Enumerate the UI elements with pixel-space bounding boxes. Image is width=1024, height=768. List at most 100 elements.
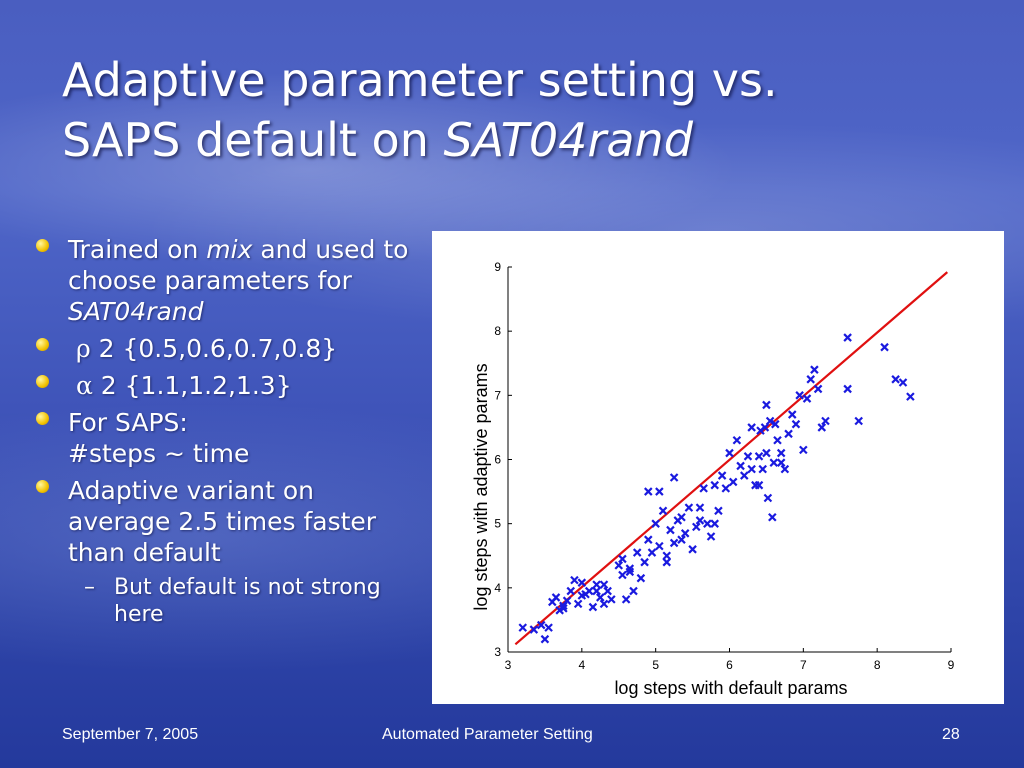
data-point-stroke bbox=[540, 634, 550, 644]
data-point bbox=[570, 575, 579, 585]
data-point-stroke bbox=[728, 477, 738, 487]
title-line-2: SAPS default on SAT04rand bbox=[62, 110, 962, 170]
data-point-stroke bbox=[599, 599, 609, 609]
bullet-item: Adaptive variant on average 2.5 times fa… bbox=[30, 475, 410, 568]
data-point bbox=[559, 604, 568, 613]
data-point-stroke bbox=[662, 551, 672, 561]
data-point-stroke bbox=[644, 535, 653, 544]
data-point bbox=[780, 464, 790, 474]
data-point-stroke bbox=[762, 400, 771, 410]
chart-panel: 3 4 5 6 7 8 9 3 4 5 6 7 8 9 log steps with default pa… bbox=[432, 231, 1004, 704]
data-point bbox=[770, 419, 780, 429]
data-point-stroke bbox=[618, 554, 627, 564]
data-point bbox=[714, 506, 723, 516]
bullet-1-text-b: mix bbox=[206, 235, 253, 264]
bullet-item: For SAPS: #steps ~ time bbox=[30, 407, 410, 469]
data-point bbox=[614, 561, 624, 570]
data-point-stroke bbox=[710, 480, 720, 490]
x-tick-label: 8 bbox=[874, 658, 881, 672]
data-point bbox=[518, 623, 528, 632]
data-point bbox=[655, 487, 664, 496]
data-point-stroke bbox=[810, 365, 819, 374]
data-point-stroke bbox=[795, 391, 804, 400]
data-point bbox=[754, 452, 764, 461]
title-line-2-italic: SAT04rand bbox=[443, 113, 693, 167]
data-point bbox=[540, 634, 550, 644]
data-point-stroke bbox=[784, 429, 793, 439]
data-point-stroke bbox=[599, 580, 609, 589]
data-point-stroke bbox=[559, 604, 568, 613]
data-point bbox=[625, 567, 635, 577]
data-point bbox=[763, 493, 773, 503]
data-point bbox=[588, 602, 598, 612]
data-point-stroke bbox=[669, 538, 679, 548]
data-point bbox=[599, 599, 609, 609]
data-point-stroke bbox=[677, 535, 686, 544]
title-line-1: Adaptive parameter setting vs. bbox=[62, 53, 778, 107]
data-point bbox=[813, 384, 823, 394]
data-point-stroke bbox=[592, 580, 601, 589]
y-tick-label: 4 bbox=[494, 581, 501, 595]
data-point-stroke bbox=[843, 333, 852, 342]
data-point-stroke bbox=[762, 448, 771, 458]
data-point-stroke bbox=[695, 516, 705, 525]
data-point-stroke bbox=[821, 416, 830, 426]
y-tick-label: 6 bbox=[494, 453, 501, 467]
data-point-stroke bbox=[544, 623, 553, 632]
data-point bbox=[618, 570, 627, 580]
data-point bbox=[603, 586, 612, 596]
data-point bbox=[773, 435, 782, 445]
data-point bbox=[768, 512, 777, 522]
data-point-stroke bbox=[695, 503, 705, 512]
data-point bbox=[562, 596, 572, 605]
data-point-stroke bbox=[632, 548, 642, 557]
data-point bbox=[784, 429, 793, 439]
data-point-stroke bbox=[898, 378, 908, 387]
bullet-2-text: 2 {0.5,0.6,0.7,0.8} bbox=[90, 334, 338, 363]
data-point-stroke bbox=[666, 525, 675, 535]
data-point bbox=[706, 532, 716, 541]
data-point-stroke bbox=[769, 458, 779, 467]
data-point bbox=[695, 516, 705, 525]
data-point-stroke bbox=[747, 423, 756, 432]
data-point bbox=[795, 391, 804, 400]
data-point-stroke bbox=[677, 512, 686, 522]
data-point-stroke bbox=[787, 410, 797, 419]
data-point-stroke bbox=[739, 471, 749, 480]
bullet-item: ρ 2 {0.5,0.6,0.7,0.8} bbox=[30, 333, 410, 364]
bullet-dot-icon bbox=[36, 412, 49, 425]
data-point bbox=[677, 512, 686, 522]
data-point bbox=[669, 538, 679, 548]
data-point-stroke bbox=[607, 595, 616, 604]
data-point bbox=[636, 573, 646, 583]
chart-ticks: 3 4 5 6 7 8 9 3 4 5 6 7 8 9 bbox=[494, 260, 954, 672]
data-point-stroke bbox=[780, 464, 790, 474]
data-point bbox=[758, 464, 768, 474]
data-point bbox=[754, 480, 764, 490]
scatter-chart: 3 4 5 6 7 8 9 3 4 5 6 7 8 9 log steps with default pa… bbox=[471, 260, 955, 698]
data-point bbox=[787, 410, 797, 419]
data-point bbox=[644, 487, 653, 496]
bullet-5-text: Adaptive variant on average 2.5 times fa… bbox=[68, 476, 377, 567]
footer-date: September 7, 2005 bbox=[62, 726, 199, 743]
data-point bbox=[536, 620, 546, 630]
data-point-stroke bbox=[813, 384, 823, 394]
data-point bbox=[710, 519, 720, 528]
x-tick-label: 7 bbox=[800, 658, 807, 672]
data-point bbox=[577, 578, 587, 587]
x-tick-label: 4 bbox=[578, 658, 585, 672]
data-point-stroke bbox=[680, 529, 690, 538]
data-point bbox=[776, 458, 786, 467]
data-point-stroke bbox=[592, 586, 601, 596]
title-line-2-plain: SAPS default on bbox=[62, 113, 444, 167]
data-point bbox=[710, 480, 720, 490]
data-point bbox=[743, 452, 753, 461]
bullet-item: α 2 {1.1,1.2,1.3} bbox=[30, 370, 410, 401]
data-point-stroke bbox=[703, 519, 712, 528]
data-point bbox=[544, 623, 553, 632]
data-point bbox=[677, 535, 686, 544]
data-point-stroke bbox=[806, 375, 815, 384]
data-point bbox=[688, 545, 697, 554]
data-point-stroke bbox=[640, 557, 649, 567]
data-point-stroke bbox=[518, 623, 528, 632]
